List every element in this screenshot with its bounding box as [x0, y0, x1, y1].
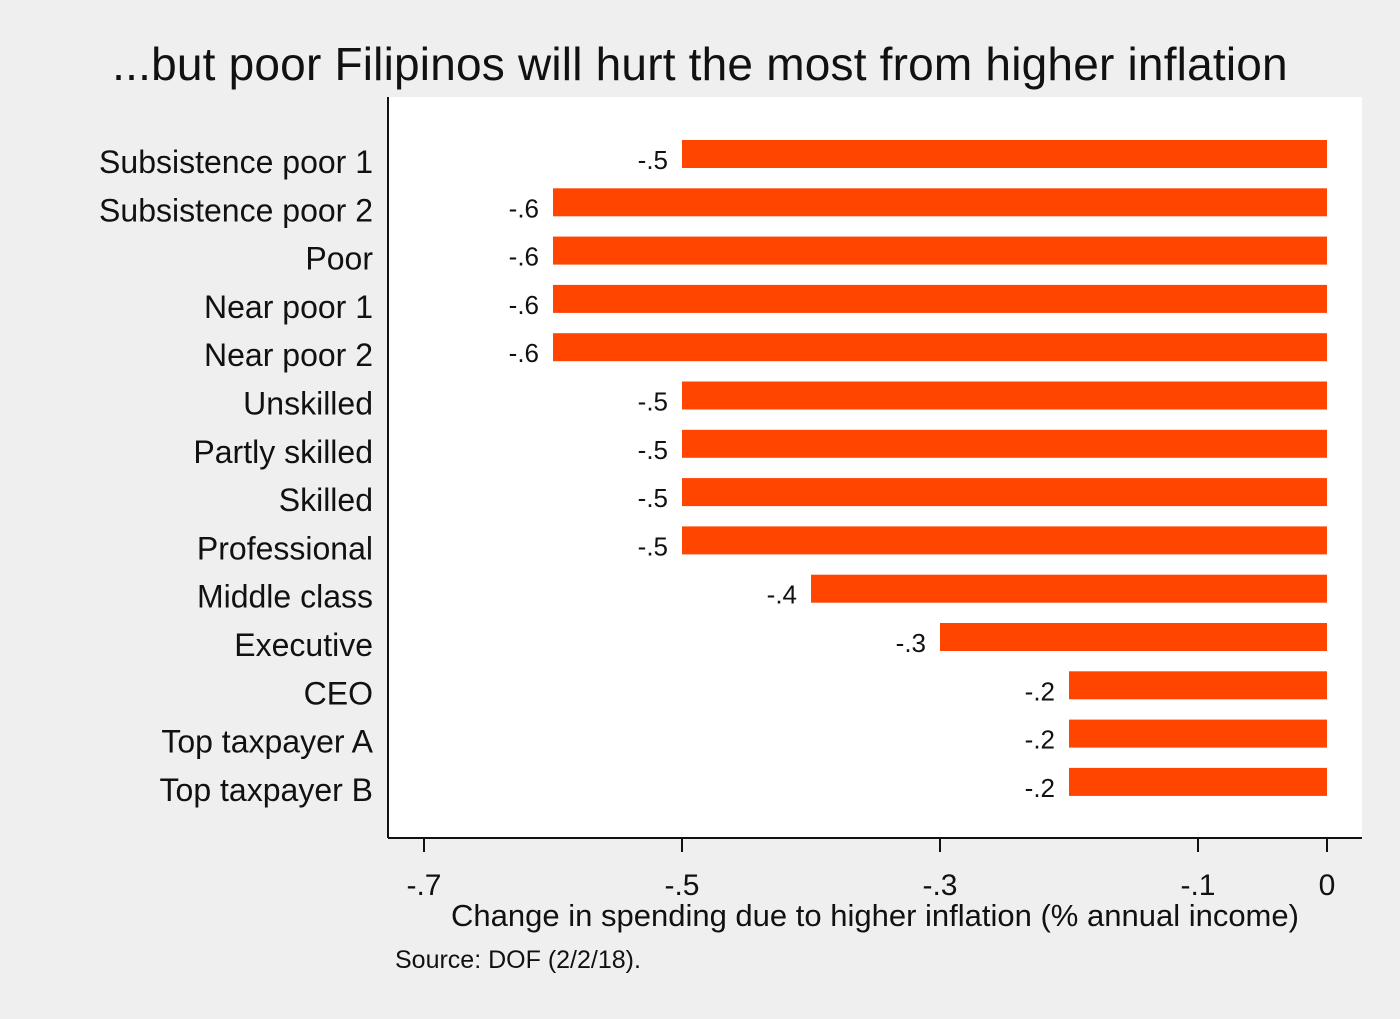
chart-title: ...but poor Filipinos will hurt the most… [112, 38, 1288, 90]
bar [682, 140, 1327, 168]
x-tick-label: -.3 [922, 869, 957, 902]
value-label: -.6 [509, 290, 539, 320]
value-label: -.5 [638, 531, 668, 561]
bar [553, 236, 1327, 265]
category-label: Executive [234, 627, 373, 663]
bar [553, 188, 1327, 217]
category-label: Unskilled [243, 386, 373, 422]
bar [682, 526, 1327, 555]
bar [811, 574, 1327, 603]
x-tick-label: -.5 [664, 869, 699, 902]
value-label: -.4 [767, 580, 797, 610]
category-label: Subsistence poor 1 [99, 144, 373, 180]
source-note: Source: DOF (2/2/18). [395, 946, 641, 974]
category-label: Near poor 2 [204, 337, 373, 373]
value-label: -.6 [509, 338, 539, 368]
category-label: Top taxpayer B [160, 772, 373, 808]
category-label: Near poor 1 [204, 289, 373, 325]
value-label: -.6 [509, 193, 539, 223]
value-label: -.5 [638, 145, 668, 175]
category-label: Subsistence poor 2 [99, 192, 373, 228]
category-label: Skilled [279, 482, 373, 518]
plot-area [388, 97, 1362, 838]
bar [940, 623, 1327, 651]
bar [553, 284, 1327, 313]
category-label: Top taxpayer A [161, 724, 373, 760]
value-label: -.5 [638, 483, 668, 513]
category-labels: Subsistence poor 1 Subsistence poor 2 Poor… [99, 144, 374, 808]
category-label: Poor [305, 241, 373, 277]
category-label: CEO [304, 675, 373, 711]
x-axis-title: Change in spending due to higher inflati… [451, 898, 1299, 933]
category-label: Professional [197, 530, 373, 566]
value-label: -.6 [509, 242, 539, 272]
bar [553, 333, 1327, 362]
x-tick-label: -.1 [1180, 869, 1215, 902]
bar [1069, 671, 1327, 700]
x-axis: -.7 -.5 -.3 -.1 0 [387, 97, 1362, 902]
value-labels: -.5 -.6 -.6 -.6 -.6 -.5 -.5 -.5 -.5 -.4 -.3 -.2 -.2 -… [509, 145, 1055, 803]
category-label: Middle class [197, 579, 373, 615]
category-label: Partly skilled [193, 434, 373, 470]
value-label: -.3 [896, 628, 926, 658]
bar [1069, 767, 1327, 796]
bar [682, 381, 1327, 410]
value-label: -.5 [638, 387, 668, 417]
value-label: -.2 [1025, 773, 1055, 803]
x-tick-label: 0 [1319, 869, 1336, 902]
bar [682, 478, 1327, 507]
bar [1069, 719, 1327, 748]
bar [682, 429, 1327, 458]
value-label: -.2 [1025, 725, 1055, 755]
value-label: -.5 [638, 435, 668, 465]
bars-layer [553, 140, 1327, 796]
value-label: -.2 [1025, 676, 1055, 706]
x-tick-label: -.7 [406, 869, 441, 902]
